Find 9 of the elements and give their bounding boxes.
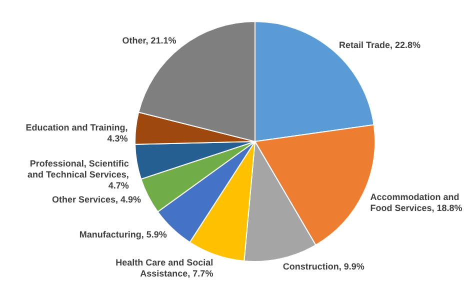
slice-label: Other Services, 4.9% — [52, 194, 142, 205]
slice-label: Other, 21.1% — [122, 36, 176, 46]
slice-label: Accommodation and Food Services, 18.8% — [370, 192, 462, 214]
slice-label: Construction, 9.9% — [282, 261, 364, 272]
slice-label: Professional, Scientific and Technical Services, 4.7% — [27, 158, 129, 190]
slice-label: Education and Training, 4.3% — [26, 122, 128, 144]
slice-label: Retail Trade, 22.8% — [338, 40, 421, 50]
slice-label: Manufacturing, 5.9% — [79, 229, 167, 240]
slice-label: Health Care and Social Assistance, 7.7% — [116, 257, 214, 278]
